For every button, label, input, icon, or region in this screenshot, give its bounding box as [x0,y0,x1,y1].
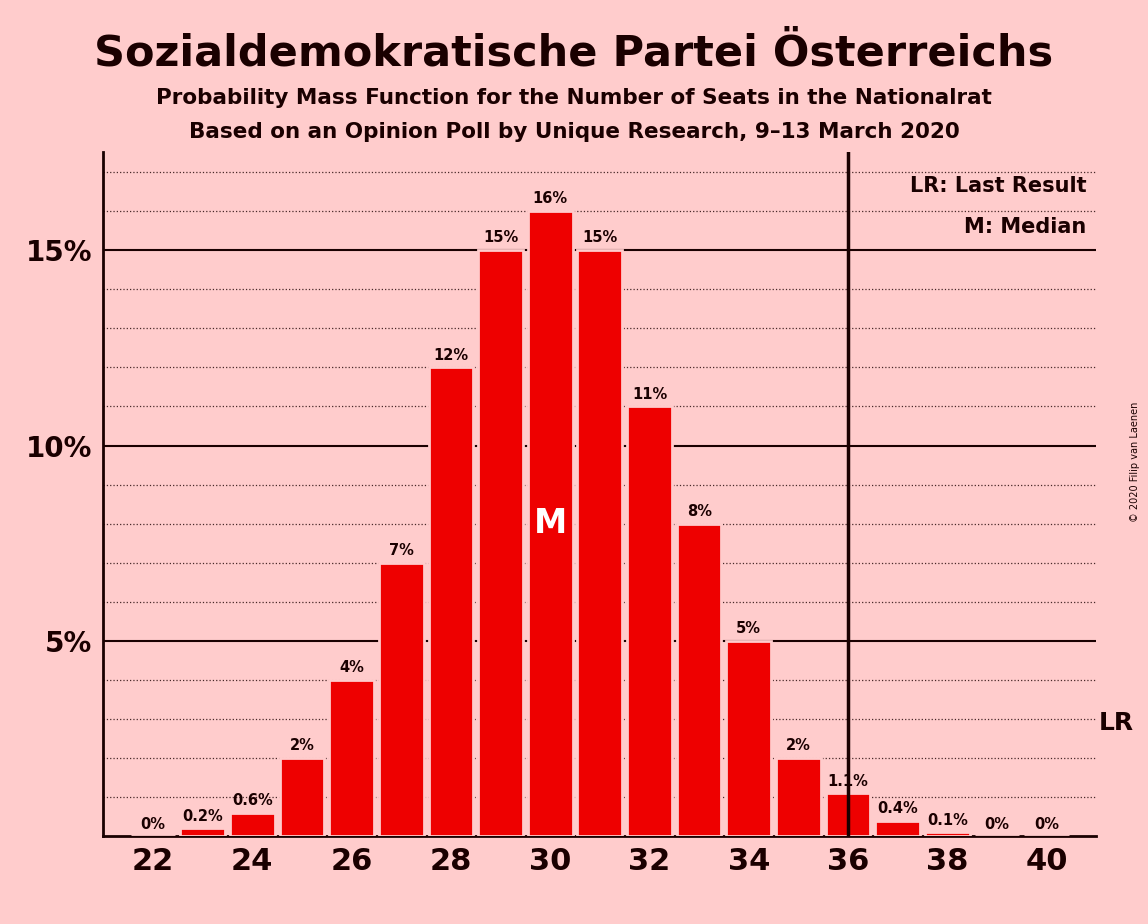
Bar [876,821,920,836]
Text: 0.4%: 0.4% [877,801,918,816]
Text: 12%: 12% [433,347,468,362]
Bar [825,793,870,836]
Text: 15%: 15% [582,230,618,246]
Text: 11%: 11% [631,387,667,402]
Text: 2%: 2% [786,738,810,753]
Bar [677,524,721,836]
Bar [925,833,970,836]
Text: 7%: 7% [389,543,413,558]
Bar [280,758,324,836]
Bar [230,813,274,836]
Text: M: M [534,507,567,541]
Text: © 2020 Filip van Laenen: © 2020 Filip van Laenen [1130,402,1140,522]
Bar [776,758,821,836]
Text: 0.1%: 0.1% [926,812,968,828]
Text: Sozialdemokratische Partei Österreichs: Sozialdemokratische Partei Österreichs [94,32,1054,74]
Text: 0%: 0% [985,817,1009,832]
Text: M: Median: M: Median [964,217,1086,237]
Bar [528,211,573,836]
Text: LR: Last Result: LR: Last Result [909,176,1086,197]
Bar [577,250,622,836]
Text: 0%: 0% [1034,817,1060,832]
Bar [379,563,424,836]
Text: LR: LR [1099,711,1133,736]
Bar [479,250,522,836]
Text: 4%: 4% [339,661,364,675]
Text: 0.6%: 0.6% [232,793,272,808]
Bar [180,829,225,836]
Text: 16%: 16% [533,191,568,206]
Text: 8%: 8% [687,504,712,519]
Text: 0.2%: 0.2% [183,808,223,823]
Text: 5%: 5% [736,621,761,636]
Text: Probability Mass Function for the Number of Seats in the Nationalrat: Probability Mass Function for the Number… [156,88,992,108]
Text: 1.1%: 1.1% [828,773,869,788]
Text: 15%: 15% [483,230,518,246]
Bar [727,641,771,836]
Bar [329,680,374,836]
Bar [428,368,473,836]
Text: 2%: 2% [289,738,315,753]
Bar [627,407,672,836]
Text: Based on an Opinion Poll by Unique Research, 9–13 March 2020: Based on an Opinion Poll by Unique Resea… [188,122,960,142]
Text: 0%: 0% [140,817,165,832]
